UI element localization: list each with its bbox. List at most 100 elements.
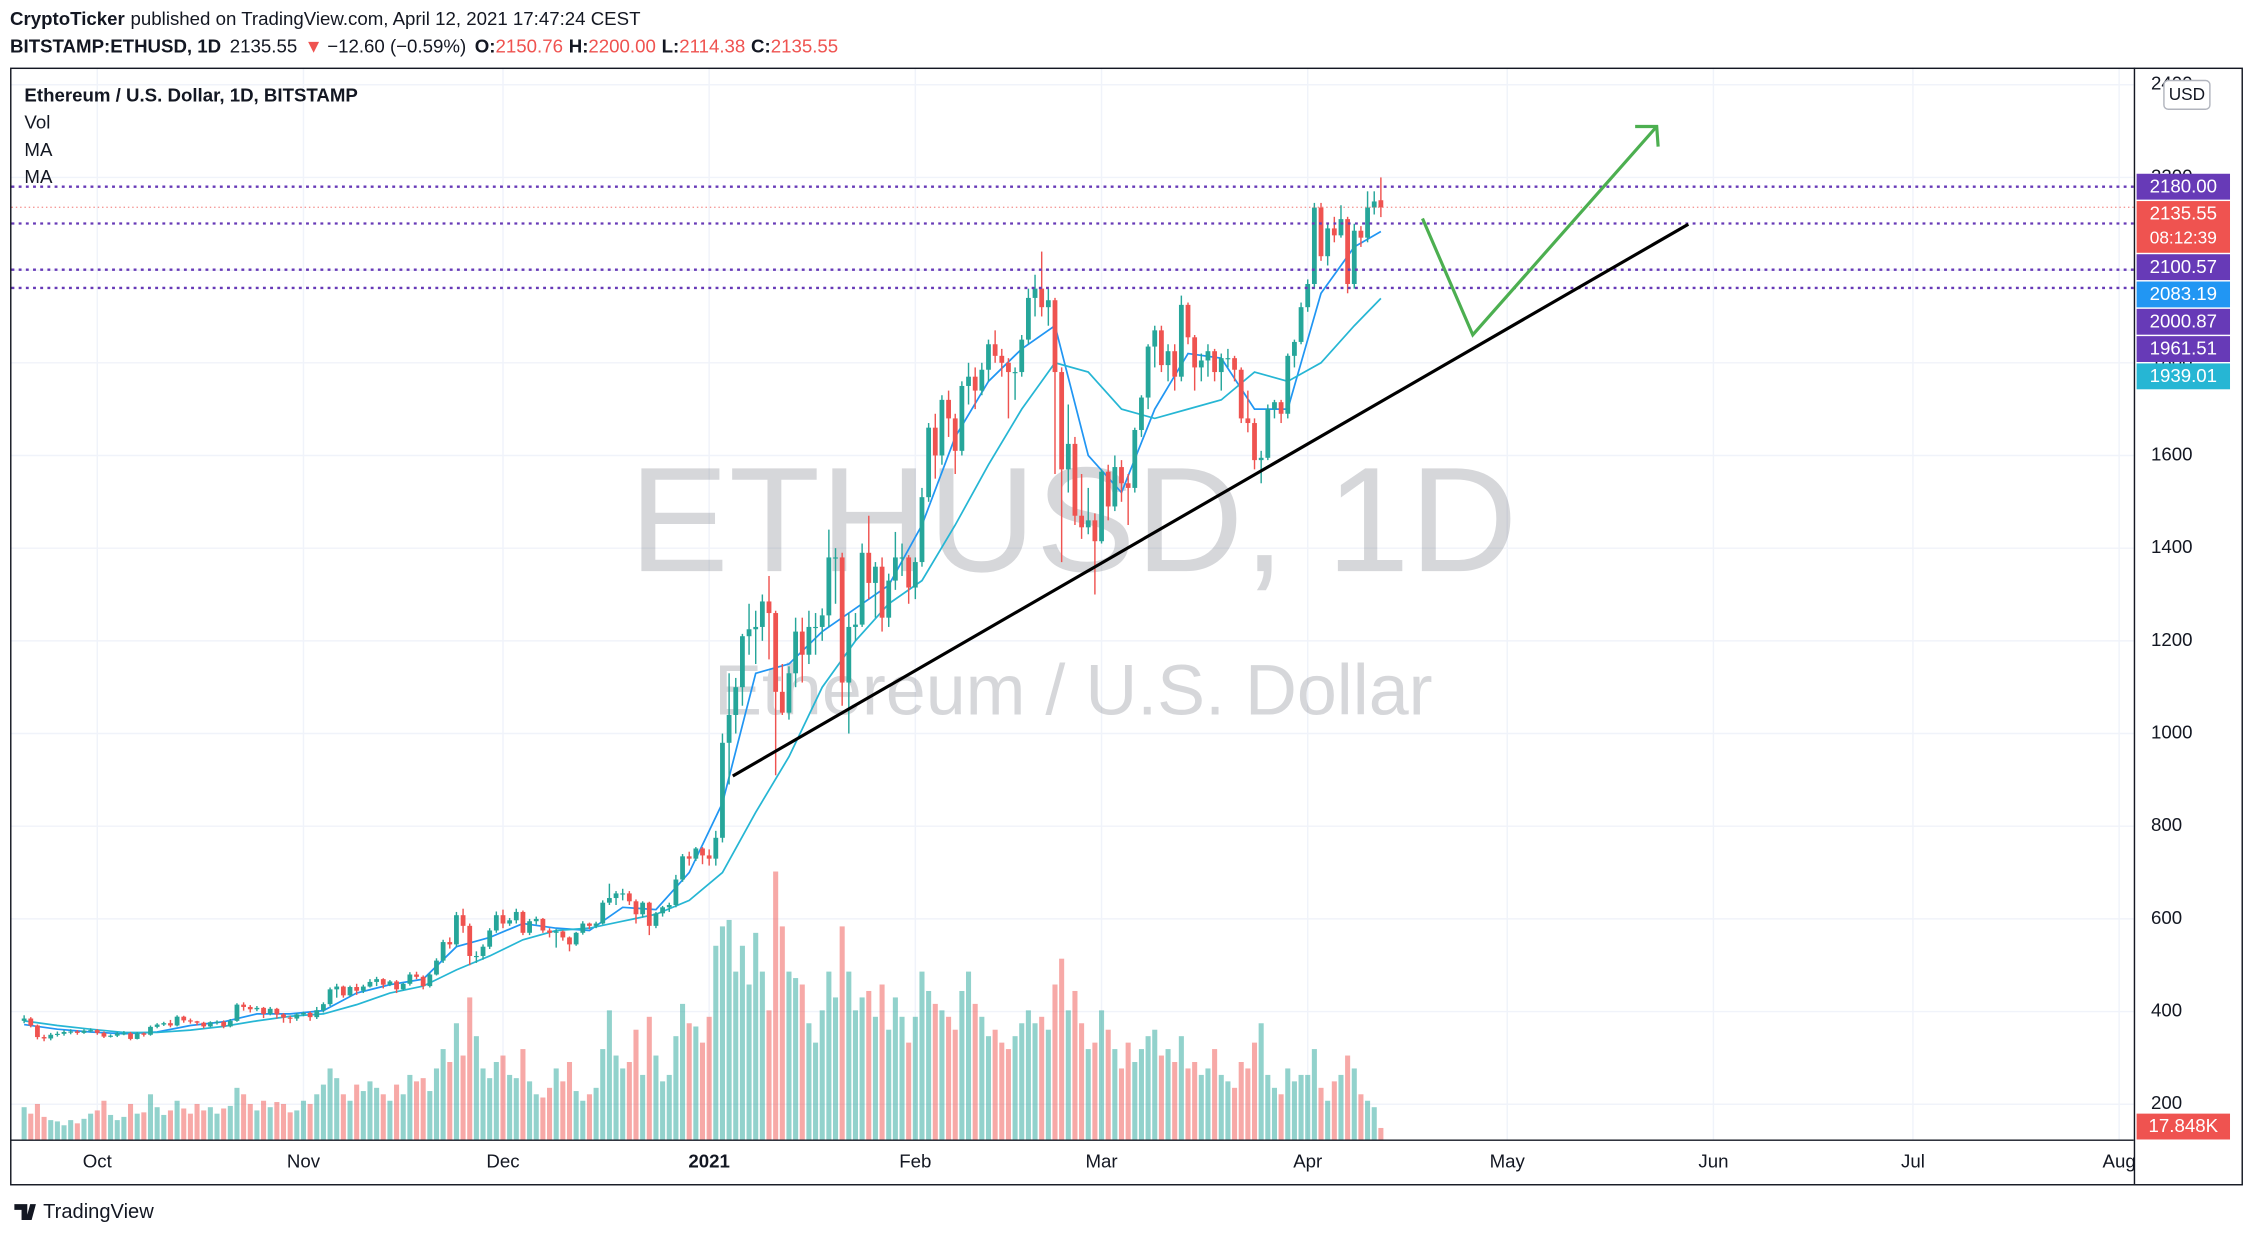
volume-bar [553,1068,559,1140]
candle-body [261,1007,266,1014]
volume-bar [380,1094,386,1140]
volume-bar [1291,1081,1297,1140]
volume-bar [626,1062,632,1140]
candle-body [673,879,679,905]
volume-bar [1205,1068,1211,1140]
volume-bar [1178,1036,1184,1140]
x-tick-label: Mar [1085,1150,1117,1171]
volume-bar [600,1049,606,1140]
candle-body [1205,351,1211,361]
currency-badge[interactable] [2163,79,2211,110]
candle-body [480,946,486,956]
candle-body [873,566,878,583]
volume-bar [879,984,885,1140]
volume-bar [181,1108,187,1140]
candle-body [267,1008,273,1014]
candle-body [81,1030,87,1033]
candle-body [912,562,918,588]
last-price: 2135.55 [230,35,297,56]
candle-body [181,1016,187,1021]
volume-bar [673,1036,679,1140]
candle-body [487,930,493,947]
ohlc-key: C: [751,35,771,56]
candle-body [407,974,413,984]
volume-bar [826,971,832,1140]
volume-bar [832,997,839,1140]
ohlc-value: 2150.76 [496,35,563,56]
volume-bar [1172,1062,1178,1140]
volume-bar [334,1078,340,1140]
candle-body [726,714,732,743]
volume-bar [1378,1127,1384,1140]
candle-body [1152,330,1158,347]
candle-body [141,1033,147,1035]
candle-body [932,427,938,456]
candle-body [879,566,885,618]
candle-body [1212,351,1218,373]
volume-bar [1158,1055,1164,1140]
volume-bar [1311,1049,1317,1140]
candle-body [959,385,965,451]
candle-body [1052,300,1058,373]
volume-bar [134,1113,140,1140]
candle-body [580,923,586,933]
currency-label[interactable]: USD [2169,84,2205,104]
volume-bar [1145,1036,1151,1140]
candle-body [354,987,360,991]
candle-body [35,1025,40,1038]
candle-body [400,983,406,990]
candle-body [1232,358,1237,370]
candle-body [1298,307,1304,342]
candle-body [168,1023,173,1026]
volume-bar [387,1100,393,1140]
volume-bar [1052,984,1058,1140]
candle-body [227,1020,233,1027]
volume-bar [1012,1036,1018,1140]
volume-bar [287,1112,293,1140]
candle-body [992,344,998,356]
candle-body [846,626,852,683]
volume-bar [221,1108,227,1140]
candle-body [1252,423,1257,461]
ohlc-key: H: [569,35,589,56]
legend-volume: Vol [24,112,50,133]
candle-body [1178,304,1184,377]
volume-bar [1365,1100,1371,1140]
candle-body [281,1014,286,1018]
brand-logo [14,1204,36,1220]
ohlc-value: 2114.38 [679,35,745,56]
candle-body [301,1012,306,1015]
candle-body [274,1008,280,1015]
ma-label-box [2136,363,2231,390]
candle-body [773,613,779,692]
candle-body [367,981,373,987]
ohlc-key: L: [662,35,680,56]
candle-body [1092,520,1098,542]
ohlc-value: 2135.55 [771,35,838,56]
candle-body [1019,339,1025,373]
ma-label-box [2136,281,2231,308]
volume-bar [1305,1074,1311,1140]
trend-line [732,222,1690,778]
x-tick-label: Oct [83,1150,113,1171]
candle-body [1258,457,1264,461]
volume-bar [939,1010,945,1140]
volume-bar [187,1113,193,1140]
candle-body [626,893,632,902]
publish-info: published on TradingView.com, April 12, … [131,8,641,29]
volume-bar [1132,1062,1138,1140]
candle-body [1218,358,1224,373]
volume-bar [1285,1068,1291,1140]
candle-body [1185,304,1191,338]
candle-body [134,1033,140,1039]
volume-bar [194,1103,200,1140]
volume-bar [374,1087,380,1140]
candle-body [454,915,459,945]
candle-body [1065,443,1071,470]
candle-body [321,1004,326,1011]
volume-bar [899,1016,905,1140]
volume-bar [513,1078,519,1140]
candle-body [766,601,772,614]
